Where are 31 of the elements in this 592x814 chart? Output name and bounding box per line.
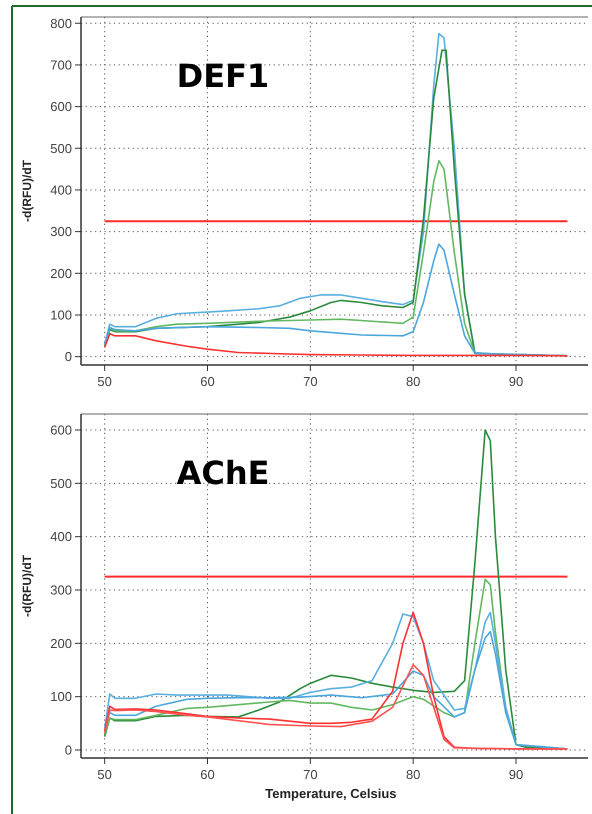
y-tick-label: 300	[50, 224, 72, 240]
y-tick-label: 600	[50, 99, 72, 114]
y-tick-label: 0	[64, 349, 72, 364]
y-tick-label: 400	[50, 182, 72, 198]
text: AChE	[176, 454, 270, 492]
y-axis-title: -d(RFU)/dT	[20, 554, 34, 617]
y-tick-label: 200	[50, 266, 72, 281]
y-tick-label: 600	[50, 422, 72, 438]
y-tick-label: 500	[50, 476, 72, 491]
y-tick-label: 0	[64, 742, 72, 758]
x-tick-label: 70	[303, 374, 318, 389]
x-tick-label: 90	[508, 767, 524, 782]
x-tick-label: 50	[97, 374, 112, 389]
x-tick-label: 60	[200, 767, 215, 782]
y-axis-title: -d(RFU)/dT	[20, 159, 34, 222]
y-tick-label: 300	[50, 582, 72, 598]
x-axis-title: Temperature, Celsius	[265, 786, 397, 801]
x-tick-label: 50	[97, 767, 112, 782]
y-tick-label: 400	[50, 529, 72, 544]
y-tick-label: 700	[50, 57, 72, 72]
text: DEF1	[176, 57, 270, 95]
y-tick-label: 200	[50, 636, 72, 651]
x-tick-label: 90	[508, 374, 524, 389]
x-tick-label: 70	[303, 767, 318, 782]
x-tick-label: 60	[200, 374, 215, 389]
x-tick-label: 80	[406, 374, 420, 389]
y-tick-label: 800	[50, 16, 72, 31]
y-tick-label: 100	[50, 689, 72, 704]
y-tick-label: 500	[50, 140, 72, 156]
x-tick-label: 80	[406, 767, 420, 782]
y-tick-label: 100	[50, 307, 72, 322]
